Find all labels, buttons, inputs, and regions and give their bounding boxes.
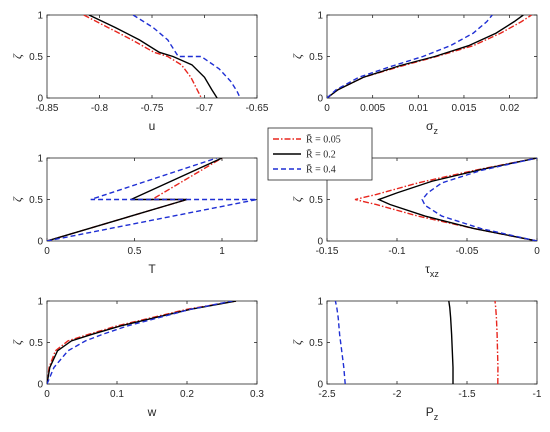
x-axis-label-subscript: z (433, 126, 438, 136)
x-tick-label: 0.02 (500, 103, 520, 114)
x-tick-label: 0.1 (110, 389, 124, 400)
x-axis-label: Pz (426, 405, 439, 422)
y-tick-label: 0.5 (309, 338, 323, 349)
axes-box (46, 300, 258, 385)
y-axis-label: ζ (10, 53, 24, 59)
x-axis-label: τxz (425, 262, 439, 279)
x-tick-label: -1 (533, 389, 542, 400)
x-axis-label-main: T (148, 262, 156, 276)
legend: R̄ = 0.05 R̄ = 0.2 R̄ = 0.4 (267, 127, 373, 181)
y-tick-label: 0 (317, 380, 323, 391)
y-axis-label: ζ (290, 339, 304, 345)
series-line-3 (334, 301, 346, 384)
x-tick-label: -0.7 (196, 103, 214, 114)
x-axis-label-main: u (149, 119, 156, 133)
x-tick-label: 0.005 (360, 103, 385, 114)
x-tick-label: 0.5 (128, 246, 142, 257)
x-tick-label: 1 (219, 246, 225, 257)
x-tick-label: -2.5 (318, 389, 336, 400)
y-tick-label: 1 (37, 154, 43, 165)
y-tick-label: 1 (317, 11, 323, 22)
y-tick-label: 0.5 (29, 52, 43, 63)
x-axis-label-subscript: z (434, 412, 439, 422)
y-tick-label: 1 (37, 297, 43, 308)
x-tick-label: -2 (393, 389, 402, 400)
x-axis-label-main: τ (425, 262, 430, 276)
series-line-3 (47, 158, 257, 241)
legend-label-2: R̄ = 0.2 (306, 149, 336, 161)
x-axis-label-main: w (147, 405, 157, 419)
x-tick-label: -0.05 (456, 246, 479, 257)
series-line-1 (83, 15, 202, 98)
y-tick-label: 0 (317, 94, 323, 105)
series-line-2 (88, 15, 218, 98)
x-tick-label: 0.2 (180, 389, 194, 400)
series-line-3 (132, 15, 241, 98)
x-tick-label: 0.01 (409, 103, 429, 114)
y-tick-label: 1 (317, 297, 323, 308)
subplot-1: -0.85 -0.8 -0.75 -0.7 -0.65 0 0.5 1 u ζ (10, 11, 269, 134)
y-tick-label: 0.5 (309, 52, 323, 63)
x-tick-label: 0 (44, 246, 50, 257)
axes-box (46, 14, 258, 99)
series-line-1 (327, 15, 532, 98)
series-line-2 (47, 301, 237, 384)
series-line-3 (47, 301, 233, 384)
y-axis-label: ζ (290, 53, 304, 59)
x-tick-label: 0.015 (451, 103, 476, 114)
y-axis-label: ζ (290, 196, 304, 202)
y-tick-label: 0.5 (29, 338, 43, 349)
x-tick-label: -0.15 (316, 246, 339, 257)
axes-box (326, 300, 538, 385)
subplot-2: 0 0.005 0.01 0.015 0.02 0 0.5 1 σz ζ (290, 11, 538, 136)
series-line-3 (421, 158, 537, 241)
x-tick-label: -0.65 (246, 103, 269, 114)
series-line-2 (448, 301, 454, 384)
x-tick-label: -0.85 (36, 103, 59, 114)
series-line-1 (354, 158, 537, 241)
legend-label-3: R̄ = 0.4 (306, 164, 336, 176)
subplot-6: -2.5 -2 -1.5 -1 0 0.5 1 Pz ζ (290, 297, 542, 423)
x-tick-label: 0 (324, 103, 330, 114)
x-tick-label: 0.3 (250, 389, 264, 400)
series-line-1 (47, 301, 237, 384)
x-tick-label: -0.1 (388, 246, 406, 257)
y-tick-label: 0 (37, 94, 43, 105)
x-axis-label-main: P (426, 405, 434, 419)
y-tick-label: 0 (37, 380, 43, 391)
series-line-2 (327, 15, 524, 98)
series-line-2 (376, 158, 537, 241)
y-tick-label: 0 (317, 237, 323, 248)
y-tick-label: 1 (37, 11, 43, 22)
x-tick-label: -1.5 (458, 389, 476, 400)
y-axis-label: ζ (10, 339, 24, 345)
y-tick-label: 0.5 (309, 195, 323, 206)
series-line-1 (494, 301, 499, 384)
subplot-3: 0 0.5 1 0 0.5 1 Tζ (10, 154, 258, 276)
legend-label-1: R̄ = 0.05 (306, 134, 341, 146)
x-tick-label: -0.75 (141, 103, 164, 114)
x-tick-label: 0 (44, 389, 50, 400)
x-axis-label: w (147, 405, 157, 419)
x-axis-label: T (148, 262, 156, 276)
x-axis-label-main: σ (426, 119, 434, 133)
y-tick-label: 0.5 (29, 195, 43, 206)
x-tick-label: 0 (534, 246, 540, 257)
series-line-3 (327, 15, 493, 98)
x-axis-label: σz (426, 119, 438, 136)
x-tick-label: -0.8 (91, 103, 109, 114)
y-axis-label: ζ (10, 196, 24, 202)
x-axis-label-subscript: xz (430, 269, 440, 279)
subplot-5: 0 0.1 0.2 0.3 0 0.5 1 w ζ (10, 297, 264, 420)
y-tick-label: 0 (37, 237, 43, 248)
x-axis-label: u (149, 119, 156, 133)
